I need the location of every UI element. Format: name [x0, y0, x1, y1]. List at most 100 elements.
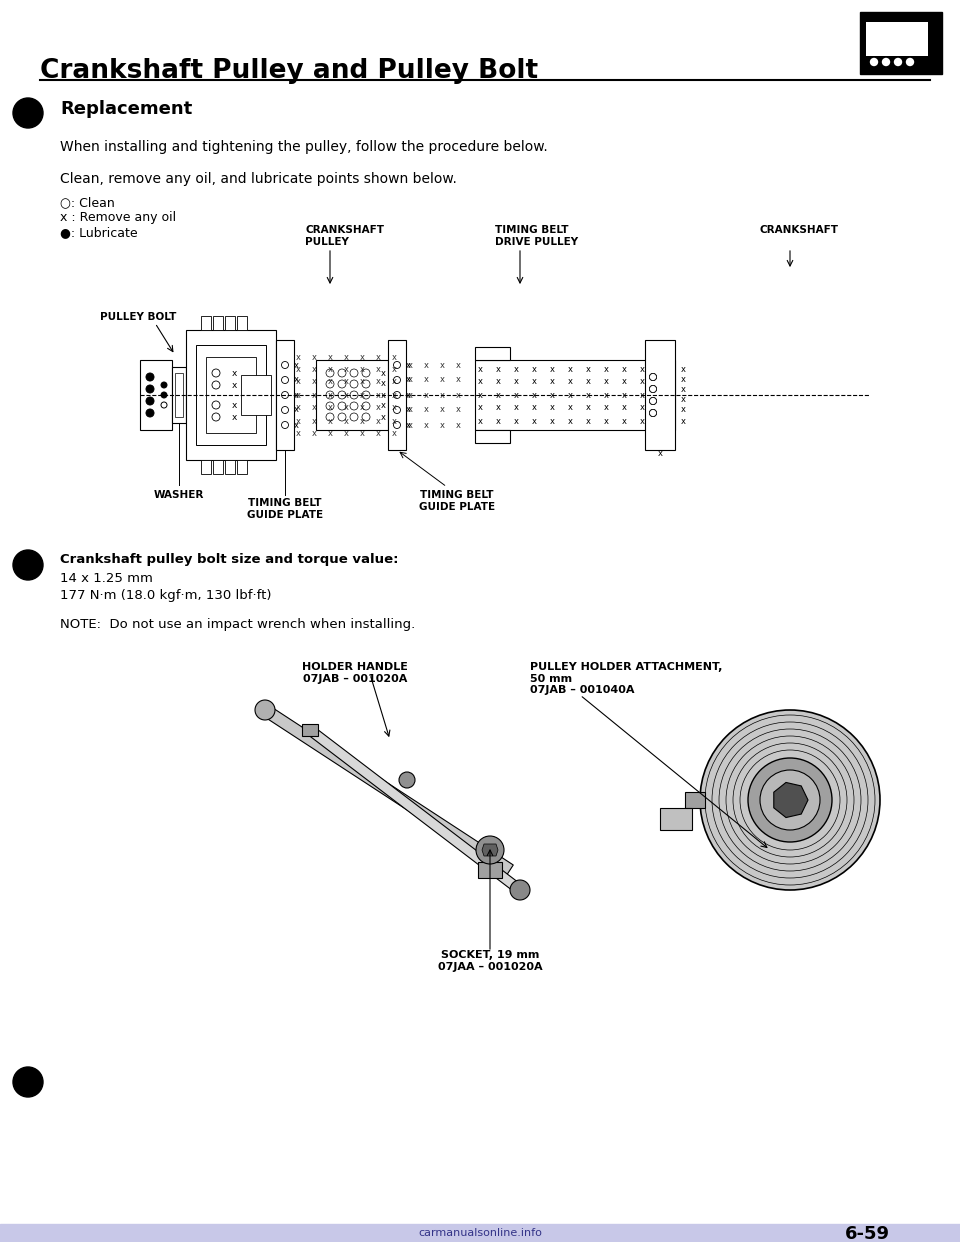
Text: x: x: [495, 404, 500, 412]
Text: x: x: [296, 428, 300, 437]
Text: x: x: [586, 390, 590, 400]
Text: x: x: [455, 360, 461, 370]
Text: x: x: [621, 364, 627, 374]
Bar: [213, 315, 223, 330]
Circle shape: [650, 385, 657, 392]
Text: x: x: [359, 428, 365, 437]
Bar: [175, 373, 183, 417]
Bar: [241, 375, 271, 415]
Circle shape: [161, 402, 167, 409]
Bar: [316, 360, 388, 430]
Bar: [685, 792, 705, 809]
Circle shape: [146, 385, 154, 392]
Circle shape: [895, 58, 901, 66]
Bar: [206, 356, 256, 433]
Text: x: x: [532, 364, 537, 374]
Text: x: x: [495, 416, 500, 426]
Text: x: x: [455, 390, 461, 400]
Text: x: x: [392, 364, 396, 374]
Text: x: x: [231, 400, 237, 410]
Text: NOTE:  Do not use an impact wrench when installing.: NOTE: Do not use an impact wrench when i…: [60, 619, 416, 631]
Circle shape: [650, 385, 657, 392]
Text: x: x: [327, 404, 332, 412]
Text: x: x: [639, 416, 644, 426]
Circle shape: [362, 414, 370, 421]
Circle shape: [338, 369, 346, 378]
Text: x: x: [375, 378, 380, 386]
Bar: [866, 56, 928, 66]
Text: x: x: [311, 416, 317, 426]
Text: x: x: [567, 378, 572, 386]
Text: 177 N·m (18.0 kgf·m, 130 lbf·ft): 177 N·m (18.0 kgf·m, 130 lbf·ft): [60, 589, 272, 602]
Text: x: x: [359, 390, 365, 400]
Text: PULLEY HOLDER ATTACHMENT,
50 mm
07JAB – 001040A: PULLEY HOLDER ATTACHMENT, 50 mm 07JAB – …: [530, 662, 722, 696]
Text: x: x: [405, 375, 411, 385]
Text: x: x: [231, 380, 237, 390]
Circle shape: [255, 700, 275, 720]
Bar: [0, 1225, 960, 1242]
Text: x: x: [477, 364, 483, 374]
Text: x: x: [639, 364, 644, 374]
Circle shape: [212, 381, 220, 389]
Text: x: x: [296, 364, 300, 374]
Text: x: x: [681, 395, 685, 405]
Text: x: x: [359, 378, 365, 386]
Text: x: x: [440, 405, 444, 415]
Text: TIMING BELT
GUIDE PLATE: TIMING BELT GUIDE PLATE: [247, 498, 324, 519]
Circle shape: [394, 391, 400, 399]
Text: x: x: [375, 353, 380, 361]
Bar: [201, 315, 211, 330]
Circle shape: [650, 397, 657, 405]
Bar: [866, 22, 928, 66]
Text: x: x: [380, 380, 386, 389]
Bar: [225, 315, 235, 330]
Text: x : Remove any oil: x : Remove any oil: [60, 211, 176, 224]
Circle shape: [650, 374, 657, 380]
Text: x: x: [359, 416, 365, 426]
Text: x: x: [327, 428, 332, 437]
Bar: [866, 36, 928, 42]
Text: x: x: [639, 390, 644, 400]
Text: x: x: [296, 404, 300, 412]
Text: x: x: [586, 416, 590, 426]
Text: x: x: [327, 390, 332, 400]
Polygon shape: [307, 727, 523, 894]
Text: x: x: [375, 390, 380, 400]
Text: x: x: [327, 378, 332, 386]
Bar: [186, 330, 276, 460]
Text: Replacement: Replacement: [60, 101, 192, 118]
Text: x: x: [477, 404, 483, 412]
Text: x: x: [392, 390, 396, 400]
Text: x: x: [604, 404, 609, 412]
Text: x: x: [567, 390, 572, 400]
Text: x: x: [604, 364, 609, 374]
Text: x: x: [532, 416, 537, 426]
Text: x: x: [604, 378, 609, 386]
Bar: [302, 724, 318, 737]
Circle shape: [760, 770, 820, 830]
Text: x: x: [405, 405, 411, 415]
Text: x: x: [359, 364, 365, 374]
Text: x: x: [455, 405, 461, 415]
Circle shape: [13, 1067, 43, 1097]
Circle shape: [362, 402, 370, 410]
Text: x: x: [514, 416, 518, 426]
Text: Clean, remove any oil, and lubricate points shown below.: Clean, remove any oil, and lubricate poi…: [60, 171, 457, 186]
Text: x: x: [586, 378, 590, 386]
Circle shape: [350, 391, 358, 399]
Circle shape: [338, 380, 346, 388]
Circle shape: [650, 397, 657, 405]
Text: x: x: [604, 390, 609, 400]
Circle shape: [700, 710, 880, 891]
Text: x: x: [621, 404, 627, 412]
Text: x: x: [549, 416, 555, 426]
Circle shape: [650, 374, 657, 380]
Text: x: x: [586, 404, 590, 412]
Text: x: x: [405, 390, 411, 400]
Bar: [196, 345, 266, 445]
Text: x: x: [294, 375, 299, 385]
Circle shape: [362, 391, 370, 399]
Circle shape: [650, 410, 657, 416]
Bar: [225, 460, 235, 474]
Circle shape: [362, 380, 370, 388]
